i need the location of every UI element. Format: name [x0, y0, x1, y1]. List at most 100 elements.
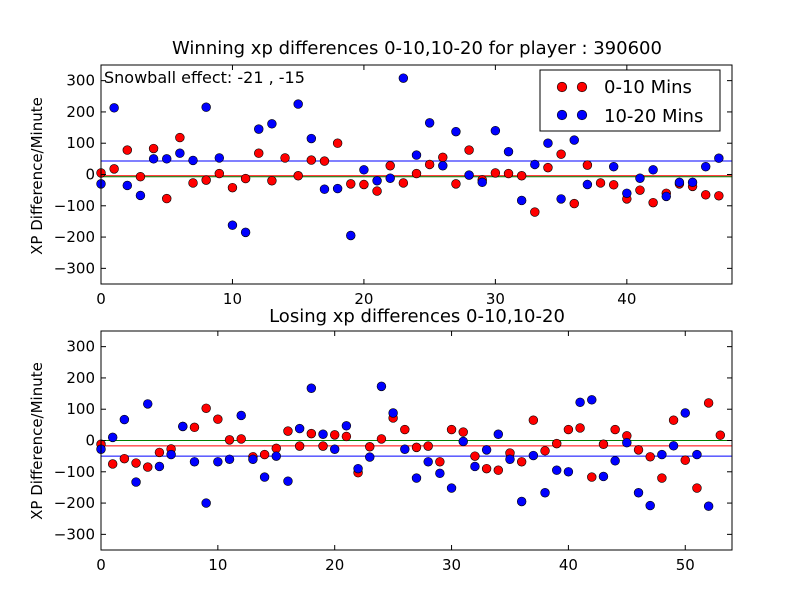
- x-tick-label: 10: [223, 290, 242, 308]
- winning-point-10-20: [214, 153, 225, 163]
- legend-box: [539, 69, 721, 132]
- losing-point-0-10: [633, 445, 644, 455]
- winning-point-0-10: [635, 185, 645, 195]
- y-tick-label: −200: [54, 228, 95, 246]
- losing-point-10-20: [400, 444, 410, 454]
- losing-point-0-10: [575, 423, 585, 433]
- losing-point-10-20: [143, 399, 153, 409]
- losing-point-10-20: [587, 395, 597, 405]
- losing-point-10-20: [552, 465, 562, 475]
- losing-point-0-10: [189, 422, 200, 433]
- winning-point-0-10: [306, 155, 317, 165]
- losing-point-0-10: [435, 457, 445, 467]
- losing-point-0-10: [294, 441, 305, 451]
- losing-point-10-20: [318, 429, 328, 439]
- winning-point-10-20: [582, 179, 593, 190]
- x-tick-label: 30: [442, 556, 461, 574]
- winning-point-10-20: [635, 173, 645, 183]
- winning-point-0-10: [254, 148, 264, 158]
- winning-point-0-10: [188, 178, 198, 188]
- losing-point-0-10: [201, 403, 211, 413]
- winning-point-0-10: [595, 178, 606, 188]
- losing-point-10-20: [131, 477, 141, 487]
- losing-point-10-20: [365, 452, 375, 462]
- losing-point-0-10: [680, 455, 690, 465]
- winning-point-0-10: [701, 190, 711, 200]
- losing-point-10-20: [107, 432, 118, 443]
- x-tick-label: 20: [325, 556, 344, 574]
- winning-point-10-20: [701, 161, 711, 172]
- losing-point-0-10: [540, 446, 550, 456]
- losing-point-0-10: [131, 458, 141, 468]
- losing-point-10-20: [692, 449, 702, 460]
- losing-point-10-20: [633, 488, 644, 498]
- winning-point-10-20: [201, 102, 211, 112]
- losing-point-10-20: [236, 410, 246, 421]
- winning-point-0-10: [648, 197, 658, 208]
- losing-point-0-10: [119, 453, 130, 464]
- winning-chart-ylabel: XP Difference/Minute: [28, 97, 46, 255]
- winning-point-0-10: [569, 198, 579, 209]
- losing-point-0-10: [563, 424, 574, 435]
- losing-point-0-10: [154, 447, 165, 458]
- x-tick-label: 10: [208, 556, 227, 574]
- losing-point-0-10: [330, 430, 340, 440]
- losing-point-10-20: [259, 472, 270, 482]
- winning-point-0-10: [385, 161, 395, 171]
- losing-point-0-10: [236, 434, 246, 444]
- losing-point-10-20: [470, 461, 480, 472]
- losing-point-0-10: [610, 424, 620, 435]
- losing-point-10-20: [271, 451, 281, 461]
- winning-point-0-10: [240, 173, 251, 184]
- losing-point-0-10: [423, 441, 433, 451]
- winning-point-0-10: [411, 168, 422, 179]
- losing-point-0-10: [446, 424, 457, 435]
- winning-point-10-20: [227, 220, 238, 230]
- losing-point-0-10: [516, 457, 527, 467]
- winning-point-0-10: [267, 176, 277, 186]
- winning-point-10-20: [608, 161, 619, 172]
- losing-points: [96, 381, 726, 511]
- winning-point-0-10: [503, 168, 514, 179]
- winning-point-10-20: [175, 148, 185, 158]
- winning-point-0-10: [582, 160, 593, 170]
- y-tick-label: −200: [54, 494, 95, 512]
- y-tick-label: −100: [54, 197, 95, 215]
- winning-point-10-20: [516, 195, 527, 206]
- winning-point-0-10: [319, 156, 330, 166]
- winning-point-0-10: [438, 152, 448, 162]
- losing-point-0-10: [668, 415, 679, 425]
- losing-point-0-10: [365, 442, 375, 452]
- winning-point-10-20: [569, 135, 579, 145]
- y-tick-label: −300: [54, 259, 95, 277]
- losing-point-10-20: [657, 449, 667, 460]
- losing-point-0-10: [552, 438, 562, 449]
- losing-point-0-10: [411, 442, 422, 453]
- losing-point-0-10: [587, 472, 597, 482]
- y-tick-label: 200: [66, 369, 95, 387]
- winning-point-0-10: [556, 149, 566, 159]
- winning-chart: Winning xp differences 0-10,10-20 for pl…: [28, 38, 733, 308]
- winning-point-0-10: [490, 168, 501, 178]
- losing-point-10-20: [154, 461, 165, 472]
- winning-point-0-10: [451, 179, 461, 189]
- losing-point-10-20: [341, 421, 352, 431]
- losing-point-0-10: [703, 398, 714, 408]
- winning-point-10-20: [530, 159, 540, 170]
- winning-point-0-10: [608, 180, 619, 190]
- winning-ticks: 0 10 20 30 40 −300 −200 −100 0 100 200 300: [54, 65, 732, 308]
- legend-marker-0-10: [556, 81, 568, 93]
- losing-ticks: 0 10 20 30 40 50 −300 −200 −100 0 100 200 300: [54, 331, 732, 574]
- winning-point-0-10: [280, 153, 290, 163]
- losing-point-10-20: [306, 383, 317, 393]
- losing-point-0-10: [107, 459, 118, 469]
- winning-point-0-10: [359, 179, 369, 190]
- winning-point-10-20: [648, 165, 658, 175]
- winning-point-10-20: [424, 118, 435, 128]
- losing-point-10-20: [423, 457, 433, 467]
- losing-point-10-20: [505, 454, 515, 464]
- winning-point-10-20: [451, 126, 461, 137]
- winning-point-10-20: [477, 177, 487, 188]
- winning-point-10-20: [687, 177, 698, 188]
- legend: 0-10 Mins 10-20 Mins: [539, 69, 721, 132]
